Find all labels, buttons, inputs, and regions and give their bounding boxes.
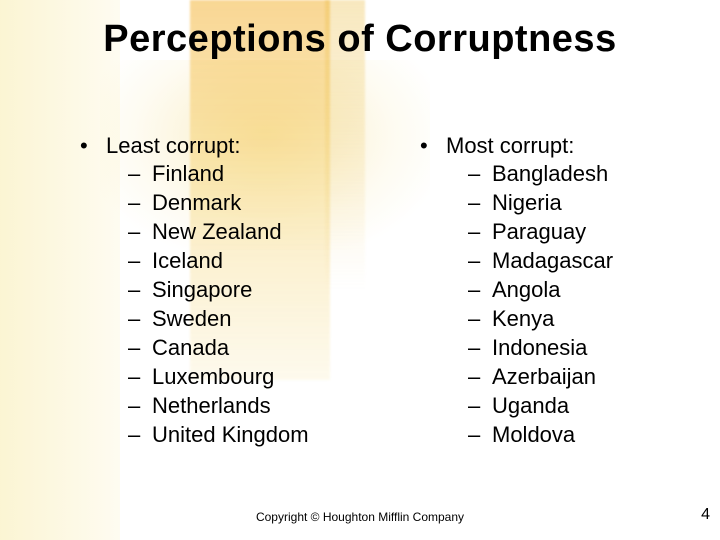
bullet-icon: •	[420, 133, 446, 159]
dash-icon: –	[468, 362, 492, 391]
dash-icon: –	[468, 333, 492, 362]
least-corrupt-column: • Least corrupt: –Finland –Denmark –New …	[80, 133, 360, 449]
list-item: –Denmark	[80, 188, 360, 217]
list-item: –Netherlands	[80, 391, 360, 420]
page-number: 4	[701, 506, 710, 524]
list-item: –Kenya	[420, 304, 700, 333]
least-corrupt-header: • Least corrupt:	[80, 133, 360, 159]
dash-icon: –	[128, 333, 152, 362]
dash-icon: –	[128, 391, 152, 420]
dash-icon: –	[468, 217, 492, 246]
list-item: –Finland	[80, 159, 360, 188]
two-column-list: • Least corrupt: –Finland –Denmark –New …	[0, 133, 720, 449]
dash-icon: –	[128, 275, 152, 304]
dash-icon: –	[128, 159, 152, 188]
list-item: –Moldova	[420, 420, 700, 449]
list-item: –Azerbaijan	[420, 362, 700, 391]
list-item: –Madagascar	[420, 246, 700, 275]
list-item: –Sweden	[80, 304, 360, 333]
list-item: –United Kingdom	[80, 420, 360, 449]
dash-icon: –	[128, 217, 152, 246]
dash-icon: –	[128, 246, 152, 275]
list-item: –Luxembourg	[80, 362, 360, 391]
list-item: –New Zealand	[80, 217, 360, 246]
list-item: –Bangladesh	[420, 159, 700, 188]
dash-icon: –	[468, 391, 492, 420]
list-item: –Nigeria	[420, 188, 700, 217]
dash-icon: –	[468, 188, 492, 217]
list-item: –Singapore	[80, 275, 360, 304]
dash-icon: –	[128, 304, 152, 333]
dash-icon: –	[468, 275, 492, 304]
most-corrupt-column: • Most corrupt: –Bangladesh –Nigeria –Pa…	[420, 133, 700, 449]
dash-icon: –	[128, 188, 152, 217]
list-item: –Canada	[80, 333, 360, 362]
dash-icon: –	[128, 420, 152, 449]
copyright-footer: Copyright © Houghton Mifflin Company	[0, 510, 720, 524]
dash-icon: –	[468, 304, 492, 333]
slide-title: Perceptions of Corruptness	[0, 0, 720, 61]
least-header-text: Least corrupt:	[106, 133, 241, 159]
list-item: –Uganda	[420, 391, 700, 420]
bullet-icon: •	[80, 133, 106, 159]
most-header-text: Most corrupt:	[446, 133, 574, 159]
dash-icon: –	[468, 159, 492, 188]
list-item: –Paraguay	[420, 217, 700, 246]
dash-icon: –	[468, 420, 492, 449]
dash-icon: –	[128, 362, 152, 391]
list-item: –Iceland	[80, 246, 360, 275]
list-item: –Indonesia	[420, 333, 700, 362]
dash-icon: –	[468, 246, 492, 275]
list-item: –Angola	[420, 275, 700, 304]
slide-content: Perceptions of Corruptness • Least corru…	[0, 0, 720, 540]
most-corrupt-header: • Most corrupt:	[420, 133, 700, 159]
